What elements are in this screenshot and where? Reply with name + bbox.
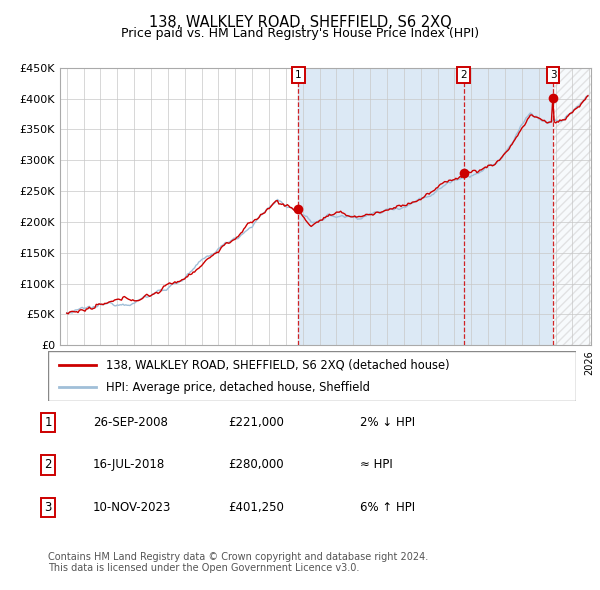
FancyBboxPatch shape bbox=[48, 351, 576, 401]
Bar bbox=[298, 68, 587, 345]
Text: 138, WALKLEY ROAD, SHEFFIELD, S6 2XQ (detached house): 138, WALKLEY ROAD, SHEFFIELD, S6 2XQ (de… bbox=[106, 359, 450, 372]
Text: 1: 1 bbox=[295, 70, 302, 80]
Text: 2: 2 bbox=[44, 458, 52, 471]
Text: £221,000: £221,000 bbox=[228, 416, 284, 429]
Text: 16-JUL-2018: 16-JUL-2018 bbox=[93, 458, 165, 471]
Text: 138, WALKLEY ROAD, SHEFFIELD, S6 2XQ: 138, WALKLEY ROAD, SHEFFIELD, S6 2XQ bbox=[149, 15, 451, 30]
Text: 26-SEP-2008: 26-SEP-2008 bbox=[93, 416, 168, 429]
Text: £280,000: £280,000 bbox=[228, 458, 284, 471]
Text: HPI: Average price, detached house, Sheffield: HPI: Average price, detached house, Shef… bbox=[106, 381, 370, 394]
Text: 2: 2 bbox=[460, 70, 467, 80]
Text: 1: 1 bbox=[44, 416, 52, 429]
Text: 3: 3 bbox=[44, 501, 52, 514]
Text: ≈ HPI: ≈ HPI bbox=[360, 458, 393, 471]
Text: £401,250: £401,250 bbox=[228, 501, 284, 514]
Text: Price paid vs. HM Land Registry's House Price Index (HPI): Price paid vs. HM Land Registry's House … bbox=[121, 27, 479, 40]
Text: 10-NOV-2023: 10-NOV-2023 bbox=[93, 501, 172, 514]
Text: 2% ↓ HPI: 2% ↓ HPI bbox=[360, 416, 415, 429]
Text: Contains HM Land Registry data © Crown copyright and database right 2024.
This d: Contains HM Land Registry data © Crown c… bbox=[48, 552, 428, 573]
Text: 3: 3 bbox=[550, 70, 557, 80]
Text: 6% ↑ HPI: 6% ↑ HPI bbox=[360, 501, 415, 514]
Bar bbox=[553, 68, 591, 345]
